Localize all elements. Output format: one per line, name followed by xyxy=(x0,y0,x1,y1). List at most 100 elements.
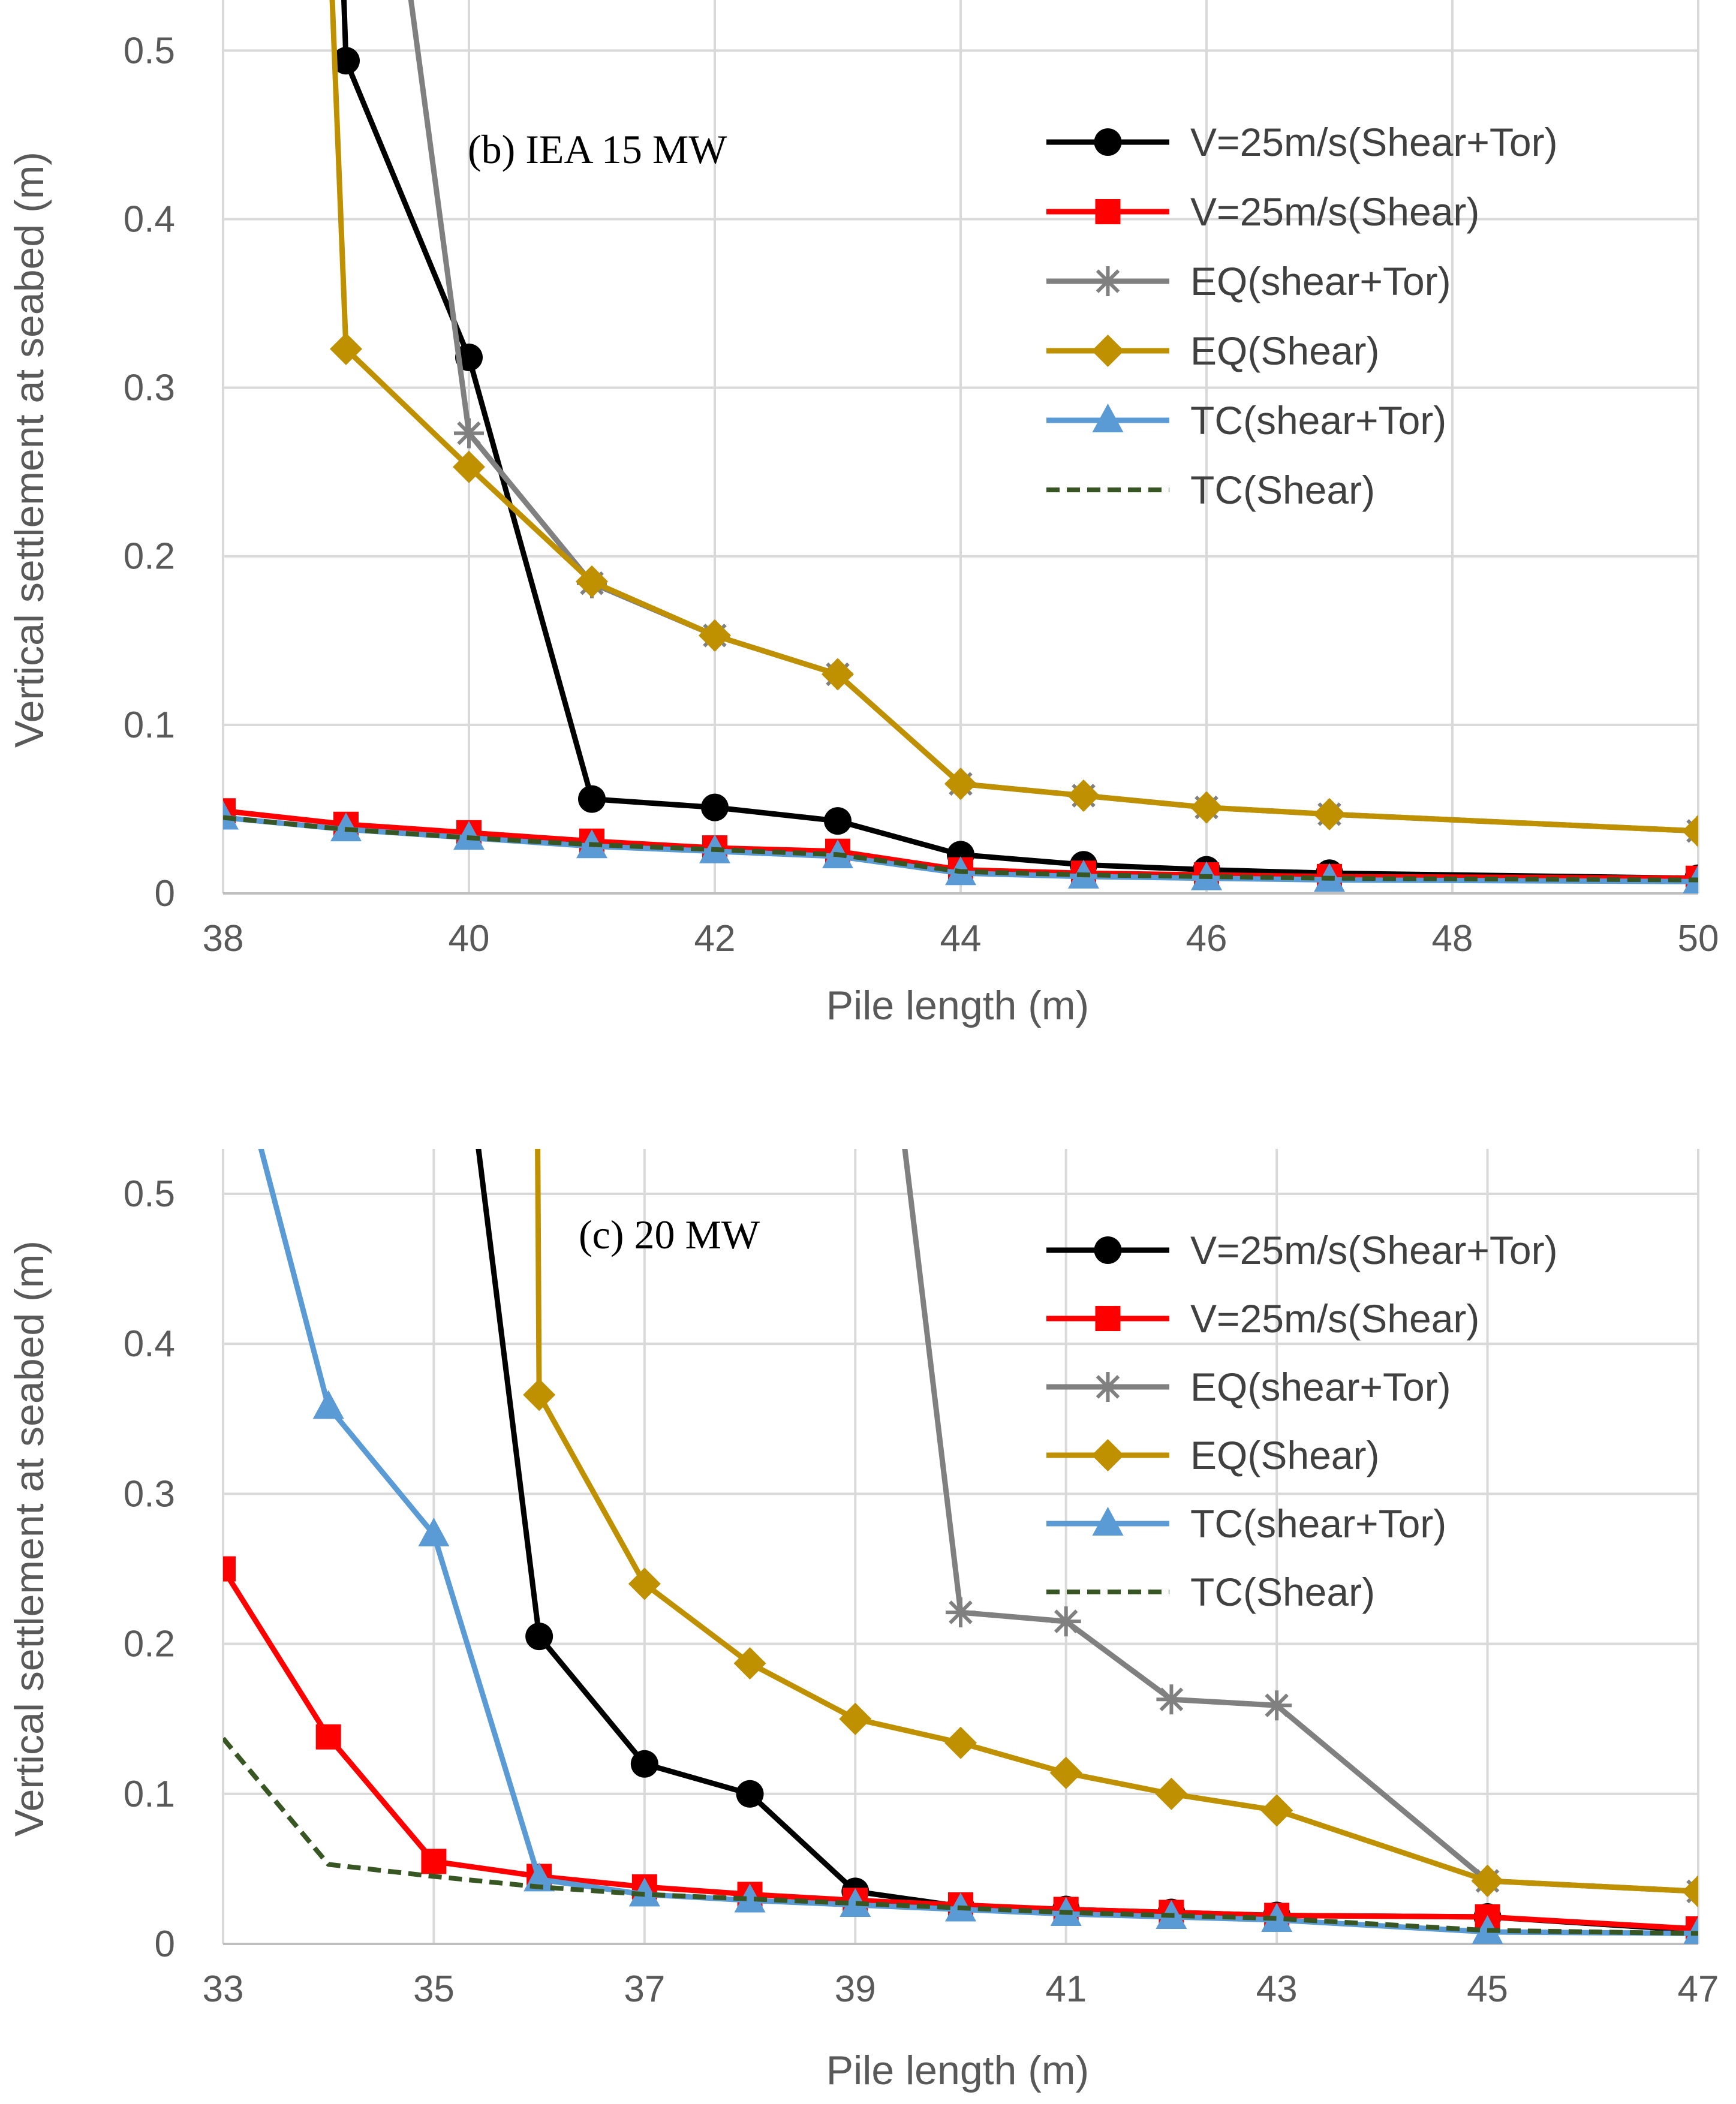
x-tick-label: 37 xyxy=(624,1968,665,2010)
data-point xyxy=(824,807,852,835)
data-point xyxy=(454,418,484,449)
x-axis-title: Pile length (m) xyxy=(826,983,1089,1028)
data-point xyxy=(699,619,731,652)
legend-swatch-marker xyxy=(1095,1306,1121,1331)
grid-lines xyxy=(222,1149,1699,1944)
series-line xyxy=(535,1149,1698,1894)
legend-item-tc-shear-tor: TC(shear+Tor) xyxy=(1046,1501,1446,1546)
data-point xyxy=(1683,1916,1698,1944)
chart-title: (b) IEA 15 MW xyxy=(468,127,727,172)
chart-panel-c: 33 35 37 39 41 43 45 47 0 0.1 0.2 0.3 0.4 0.5 (c) 20 … xyxy=(7,1149,1719,2093)
y-tick-label: 0.2 xyxy=(124,536,175,577)
data-point xyxy=(315,1724,341,1750)
x-tick-label: 42 xyxy=(694,918,736,959)
legend-item-eq-shear-tor: EQ(shear+Tor) xyxy=(1046,1365,1451,1409)
data-point xyxy=(1261,1903,1293,1932)
legend-label: EQ(shear+Tor) xyxy=(1190,259,1451,303)
legend-swatch-marker xyxy=(1092,404,1124,432)
legend-swatch-marker xyxy=(1093,1372,1123,1402)
series-tc-shear xyxy=(223,815,1698,883)
x-tick-label: 48 xyxy=(1432,918,1473,959)
legend-swatch-marker xyxy=(1094,1236,1122,1264)
legend-label: V=25m/s(Shear) xyxy=(1190,189,1479,234)
legend-item-v-25m-s-shear: V=25m/s(Shear) xyxy=(1046,189,1479,234)
data-point xyxy=(330,332,362,365)
data-point xyxy=(734,1883,766,1913)
legend-label: TC(shear+Tor) xyxy=(1190,398,1446,443)
data-point xyxy=(332,47,360,75)
legend-item-tc-shear: TC(Shear) xyxy=(1046,468,1375,512)
legend-swatch-marker xyxy=(1093,266,1123,296)
legend-label: EQ(Shear) xyxy=(1190,1433,1379,1477)
y-tick-label: 0.3 xyxy=(124,1473,175,1515)
data-point xyxy=(1262,1690,1292,1721)
data-point xyxy=(822,658,854,691)
legend-swatch-marker xyxy=(1091,1439,1124,1471)
legend-label: TC(Shear) xyxy=(1190,468,1375,512)
legend-label: TC(Shear) xyxy=(1190,1570,1375,1614)
data-point xyxy=(1155,1777,1188,1810)
data-point xyxy=(418,1517,450,1546)
data-point xyxy=(223,800,239,830)
y-axis-title: Vertical settlement at seabed (m) xyxy=(7,1241,52,1837)
legend-label: EQ(shear+Tor) xyxy=(1190,1365,1451,1409)
y-tick-label: 0.5 xyxy=(124,30,175,71)
chart-title: (c) 20 MW xyxy=(579,1212,760,1257)
y-tick-label: 0.1 xyxy=(124,705,175,746)
data-point xyxy=(1051,1606,1081,1637)
data-point xyxy=(330,812,362,842)
grid-lines xyxy=(222,0,1699,893)
legend-swatch-marker xyxy=(1095,199,1121,224)
y-tick-label: 0 xyxy=(155,873,175,914)
series-tc-shear xyxy=(223,1736,1698,1936)
data-point xyxy=(1156,1684,1187,1715)
legend-item-v-25m-s-shear-tor: V=25m/s(Shear+Tor) xyxy=(1046,1228,1558,1272)
legend-swatch-marker xyxy=(1092,1507,1124,1536)
data-point xyxy=(523,1378,556,1411)
legend-item-eq-shear-tor: EQ(shear+Tor) xyxy=(1046,259,1451,303)
data-point xyxy=(630,1750,658,1778)
legend: V=25m/s(Shear+Tor) V=25m/s(Shear) EQ(shear… xyxy=(1046,1228,1558,1614)
y-tick-label: 0.3 xyxy=(124,368,175,409)
data-point xyxy=(1682,1875,1698,1908)
x-tick-label: 40 xyxy=(449,918,490,959)
legend-item-eq-shear: EQ(Shear) xyxy=(1046,329,1379,373)
axes: 38 40 42 44 46 48 50 0 0.1 0.2 0.3 0.4 0.5 xyxy=(124,30,1719,959)
axes: 33 35 37 39 41 43 45 47 0 0.1 0.2 0.3 0.4 0.5 xyxy=(124,1173,1719,2010)
y-tick-label: 0.1 xyxy=(124,1774,175,1815)
x-tick-label: 46 xyxy=(1186,918,1227,959)
legend-label: V=25m/s(Shear) xyxy=(1190,1296,1479,1341)
data-point xyxy=(839,1702,872,1735)
data-point xyxy=(312,1390,344,1419)
y-tick-label: 0.5 xyxy=(124,1173,175,1215)
x-tick-label: 39 xyxy=(835,1968,876,2010)
legend-item-eq-shear: EQ(Shear) xyxy=(1046,1433,1379,1477)
series-group xyxy=(223,1149,1698,1944)
data-point xyxy=(578,785,606,813)
series-line xyxy=(223,815,1698,883)
series-line xyxy=(476,1149,1698,1933)
legend-swatch-marker xyxy=(1094,128,1122,156)
data-point xyxy=(733,1647,766,1680)
series-line xyxy=(223,1736,1698,1936)
data-point xyxy=(628,1567,661,1600)
legend-label: V=25m/s(Shear+Tor) xyxy=(1190,120,1558,164)
x-tick-label: 35 xyxy=(413,1968,455,2010)
legend: V=25m/s(Shear+Tor) V=25m/s(Shear) EQ(shear… xyxy=(1046,120,1558,512)
data-point xyxy=(453,450,485,483)
data-point xyxy=(1190,791,1223,824)
y-axis-title: Vertical settlement at seabed (m) xyxy=(7,152,52,748)
data-point xyxy=(1313,797,1346,830)
data-point xyxy=(944,1726,977,1759)
data-point xyxy=(840,1888,871,1917)
data-point xyxy=(1682,814,1698,847)
data-point xyxy=(1049,1756,1082,1789)
legend-item-tc-shear: TC(Shear) xyxy=(1046,1570,1375,1614)
legend-label: V=25m/s(Shear+Tor) xyxy=(1190,1228,1558,1272)
data-point xyxy=(946,1597,976,1628)
data-point xyxy=(223,1556,236,1582)
x-tick-label: 44 xyxy=(940,918,982,959)
data-point xyxy=(576,565,608,598)
data-point xyxy=(525,1623,553,1651)
